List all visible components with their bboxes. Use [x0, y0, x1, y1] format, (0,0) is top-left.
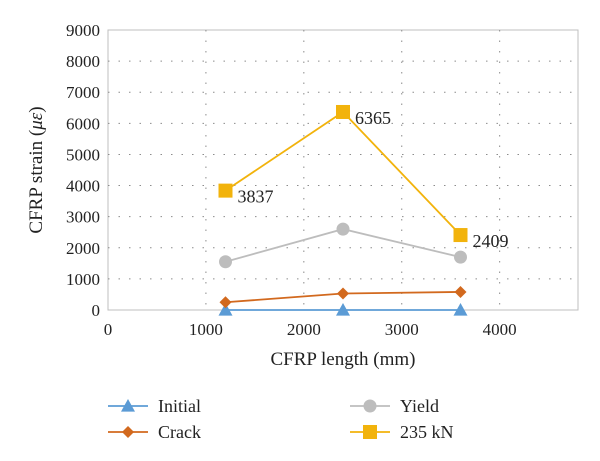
data-point-crack [454, 285, 467, 298]
data-point-initial [336, 303, 350, 316]
data-point-yield [454, 250, 467, 264]
legend-marker-235-kn [363, 425, 377, 439]
series-initial [218, 303, 468, 316]
legend-label: 235 kN [400, 422, 454, 442]
data-point-235-kn [218, 183, 233, 198]
y-tick-label: 1000 [66, 270, 100, 289]
y-tick-label: 9000 [66, 21, 100, 40]
y-tick-label: 7000 [66, 83, 100, 102]
x-axis-title: CFRP length (mm) [271, 349, 416, 370]
legend-label: Yield [400, 396, 439, 416]
data-point-235-kn [336, 104, 350, 119]
data-point-yield [219, 255, 232, 269]
y-tick-label: 0 [92, 301, 101, 320]
x-tick-label: 2000 [287, 320, 321, 339]
y-tick-label: 8000 [66, 52, 100, 71]
legend-item-yield: Yield [350, 396, 439, 416]
legend-item-initial: Initial [108, 396, 201, 416]
x-tick-label: 1000 [189, 320, 223, 339]
data-label: 3837 [238, 187, 274, 207]
series-crack [219, 285, 467, 309]
data-point-235-kn [453, 228, 468, 243]
legend-label: Crack [158, 422, 201, 442]
x-tick-label: 3000 [385, 320, 419, 339]
series-yield [219, 222, 467, 269]
legend-item-235-kn: 235 kN [350, 422, 454, 442]
y-tick-label: 6000 [66, 114, 100, 133]
legend-label: Initial [158, 396, 201, 416]
data-labels: 3837 6365 2409 [238, 108, 509, 251]
series-layer [218, 104, 468, 316]
y-axis-title: CFRP strain (με) [26, 106, 47, 233]
y-tick-label: 5000 [66, 145, 100, 164]
legend-marker-initial [121, 399, 135, 412]
data-point-initial [453, 303, 468, 316]
legend-marker-yield [363, 399, 377, 413]
x-tick-label: 4000 [483, 320, 517, 339]
data-point-initial [218, 303, 233, 316]
legend-item-crack: Crack [108, 422, 201, 442]
data-point-crack [219, 296, 232, 309]
y-tick-label: 4000 [66, 177, 100, 196]
y-tick-labels: 0 1000 2000 3000 4000 5000 6000 7000 8000 9000 [66, 21, 100, 320]
y-tick-label: 2000 [66, 239, 100, 258]
data-label: 2409 [473, 231, 509, 251]
series-235-kn [218, 104, 468, 243]
data-point-yield [336, 222, 350, 236]
legend-marker-crack [122, 426, 134, 438]
x-tick-labels: 0 1000 2000 3000 4000 [104, 320, 517, 339]
plot-area [107, 29, 579, 311]
y-tick-label: 3000 [66, 208, 100, 227]
data-point-crack [337, 287, 349, 300]
x-tick-label: 0 [104, 320, 113, 339]
legend: Initial Yield Crack 235 kN [108, 396, 454, 442]
data-label: 6365 [355, 108, 391, 128]
